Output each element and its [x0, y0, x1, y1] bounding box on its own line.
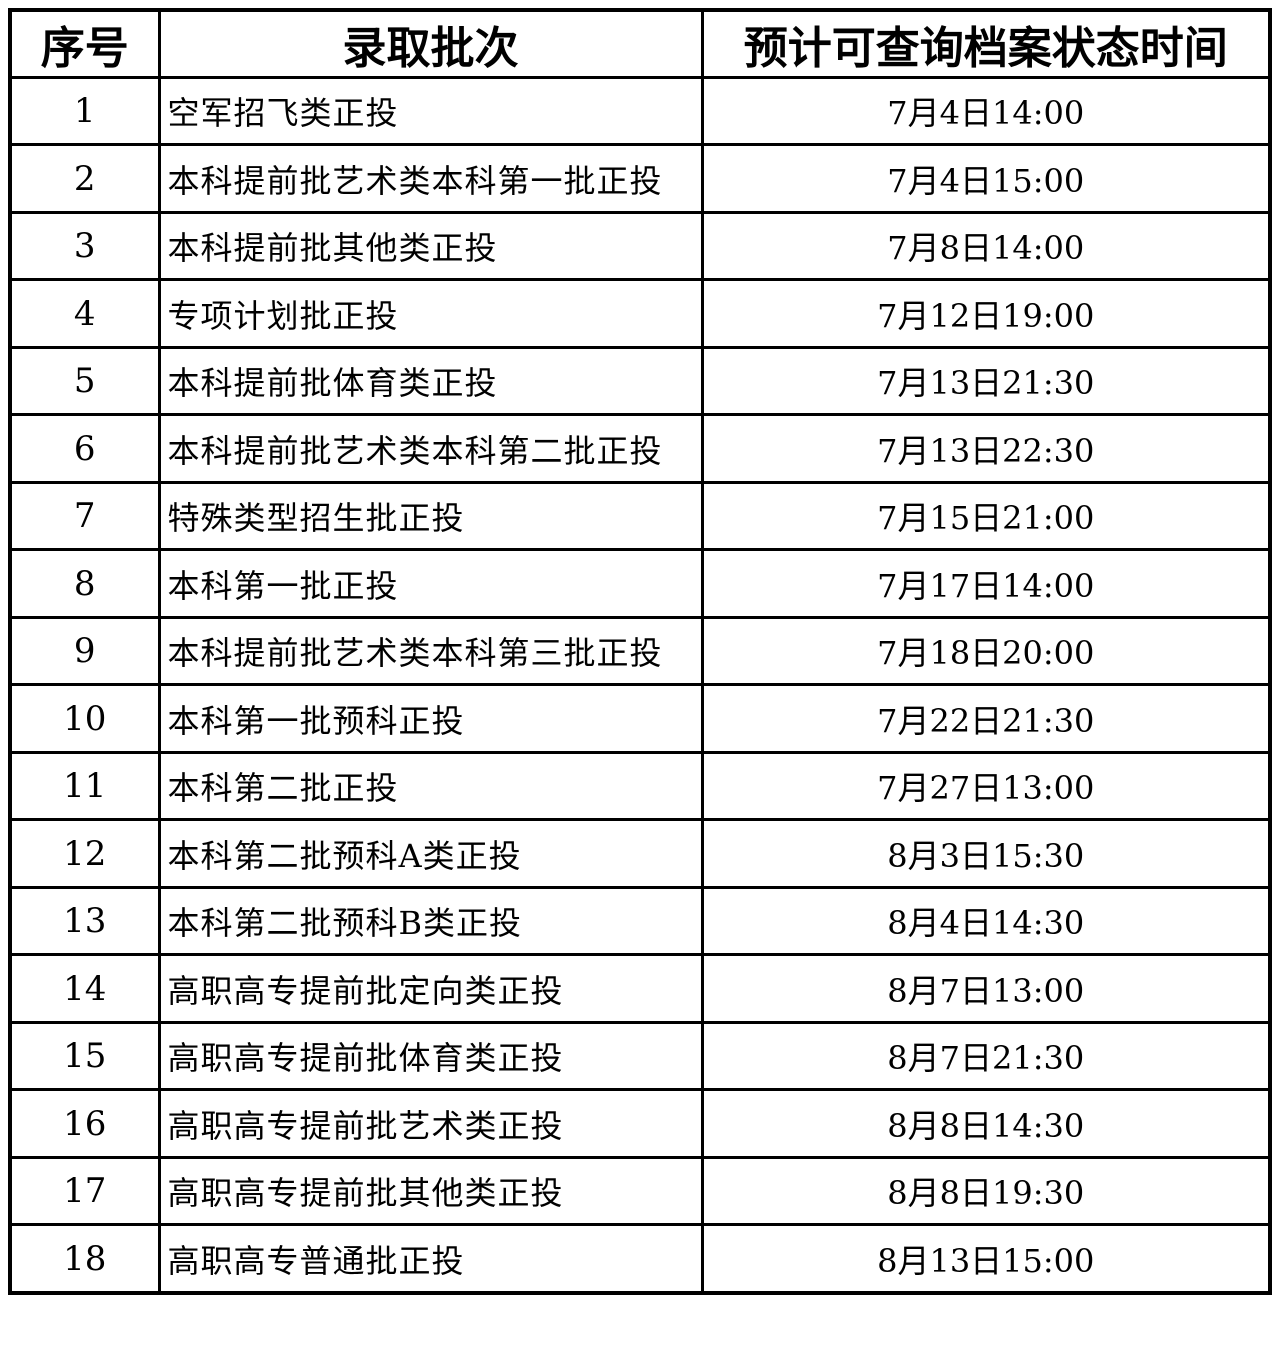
batch-name: 空军招飞类正投 [157, 75, 704, 147]
query-time: 7月13日21:30 [700, 345, 1272, 417]
batch-name: 本科提前批艺术类本科第二批正投 [157, 413, 704, 484]
batch-name: 本科提前批其他类正投 [157, 210, 704, 282]
query-time: 7月27日13:00 [700, 750, 1272, 822]
header-cell-batch: 录取批次 [157, 8, 704, 79]
row-number: 12 [8, 818, 161, 889]
row-number: 18 [8, 1223, 161, 1295]
query-time: 7月4日14:00 [700, 75, 1272, 147]
batch-name: 高职高专提前批定向类正投 [157, 953, 704, 1024]
table-row: 11 本科第二批正投 7月27日13:00 [8, 750, 1272, 822]
header-cell-index: 序号 [8, 8, 161, 79]
query-time: 8月8日19:30 [700, 1155, 1272, 1227]
table-row: 9 本科提前批艺术类本科第三批正投 7月18日20:00 [8, 615, 1272, 687]
query-time: 7月22日21:30 [700, 683, 1272, 754]
batch-name: 高职高专普通批正投 [157, 1223, 704, 1295]
batch-name: 本科提前批艺术类本科第一批正投 [157, 143, 704, 214]
query-time: 7月12日19:00 [700, 278, 1272, 349]
query-time: 7月15日21:00 [700, 480, 1272, 552]
batch-name: 专项计划批正投 [157, 278, 704, 349]
batch-name: 本科第二批正投 [157, 750, 704, 822]
query-time: 8月7日13:00 [700, 953, 1272, 1024]
header-row: 序号 录取批次 预计可查询档案状态时间 [8, 8, 1272, 79]
batch-name: 本科提前批体育类正投 [157, 345, 704, 417]
table-row: 12 本科第二批预科A类正投 8月3日15:30 [8, 818, 1272, 889]
batch-name: 本科第二批预科A类正投 [157, 818, 704, 889]
row-number: 6 [8, 413, 161, 484]
row-number: 5 [8, 345, 161, 417]
query-time: 7月13日22:30 [700, 413, 1272, 484]
batch-name: 本科第一批正投 [157, 548, 704, 619]
table-row: 4 专项计划批正投 7月12日19:00 [8, 278, 1272, 349]
row-number: 7 [8, 480, 161, 552]
table-row: 2 本科提前批艺术类本科第一批正投 7月4日15:00 [8, 143, 1272, 214]
query-time: 8月13日15:00 [700, 1223, 1272, 1295]
batch-name: 特殊类型招生批正投 [157, 480, 704, 552]
table-row: 14 高职高专提前批定向类正投 8月7日13:00 [8, 953, 1272, 1024]
row-number: 1 [8, 75, 161, 147]
table-row: 3 本科提前批其他类正投 7月8日14:00 [8, 210, 1272, 282]
row-number: 14 [8, 953, 161, 1024]
batch-name: 高职高专提前批艺术类正投 [157, 1088, 704, 1159]
table-row: 16 高职高专提前批艺术类正投 8月8日14:30 [8, 1088, 1272, 1159]
query-time: 7月8日14:00 [700, 210, 1272, 282]
table-row: 5 本科提前批体育类正投 7月13日21:30 [8, 345, 1272, 417]
batch-name: 本科提前批艺术类本科第三批正投 [157, 615, 704, 687]
header-cell-query-time: 预计可查询档案状态时间 [700, 8, 1272, 79]
row-number: 8 [8, 548, 161, 619]
admission-schedule: 序号 录取批次 预计可查询档案状态时间 1 空军招飞类正投 7月4日14:00 … [8, 8, 1272, 1295]
table-row: 7 特殊类型招生批正投 7月15日21:00 [8, 480, 1272, 552]
table-row: 18 高职高专普通批正投 8月13日15:00 [8, 1223, 1272, 1295]
batch-name: 高职高专提前批体育类正投 [157, 1020, 704, 1092]
table-row: 15 高职高专提前批体育类正投 8月7日21:30 [8, 1020, 1272, 1092]
row-number: 2 [8, 143, 161, 214]
query-time: 7月18日20:00 [700, 615, 1272, 687]
query-time: 7月4日15:00 [700, 143, 1272, 214]
table-row: 8 本科第一批正投 7月17日14:00 [8, 548, 1272, 619]
query-time: 8月4日14:30 [700, 885, 1272, 957]
row-number: 10 [8, 683, 161, 754]
batch-name: 本科第二批预科B类正投 [157, 885, 704, 957]
row-number: 13 [8, 885, 161, 957]
table-row: 1 空军招飞类正投 7月4日14:00 [8, 75, 1272, 147]
row-number: 17 [8, 1155, 161, 1227]
query-time: 7月17日14:00 [700, 548, 1272, 619]
row-number: 4 [8, 278, 161, 349]
row-number: 15 [8, 1020, 161, 1092]
row-number: 11 [8, 750, 161, 822]
table-row: 13 本科第二批预科B类正投 8月4日14:30 [8, 885, 1272, 957]
row-number: 9 [8, 615, 161, 687]
batch-name: 本科第一批预科正投 [157, 683, 704, 754]
table-row: 10 本科第一批预科正投 7月22日21:30 [8, 683, 1272, 754]
table-row: 6 本科提前批艺术类本科第二批正投 7月13日22:30 [8, 413, 1272, 484]
table-row: 17 高职高专提前批其他类正投 8月8日19:30 [8, 1155, 1272, 1227]
batch-name: 高职高专提前批其他类正投 [157, 1155, 704, 1227]
row-number: 16 [8, 1088, 161, 1159]
admission-schedule-table: 序号 录取批次 预计可查询档案状态时间 1 空军招飞类正投 7月4日14:00 … [8, 8, 1272, 1295]
query-time: 8月8日14:30 [700, 1088, 1272, 1159]
query-time: 8月7日21:30 [700, 1020, 1272, 1092]
row-number: 3 [8, 210, 161, 282]
query-time: 8月3日15:30 [700, 818, 1272, 889]
